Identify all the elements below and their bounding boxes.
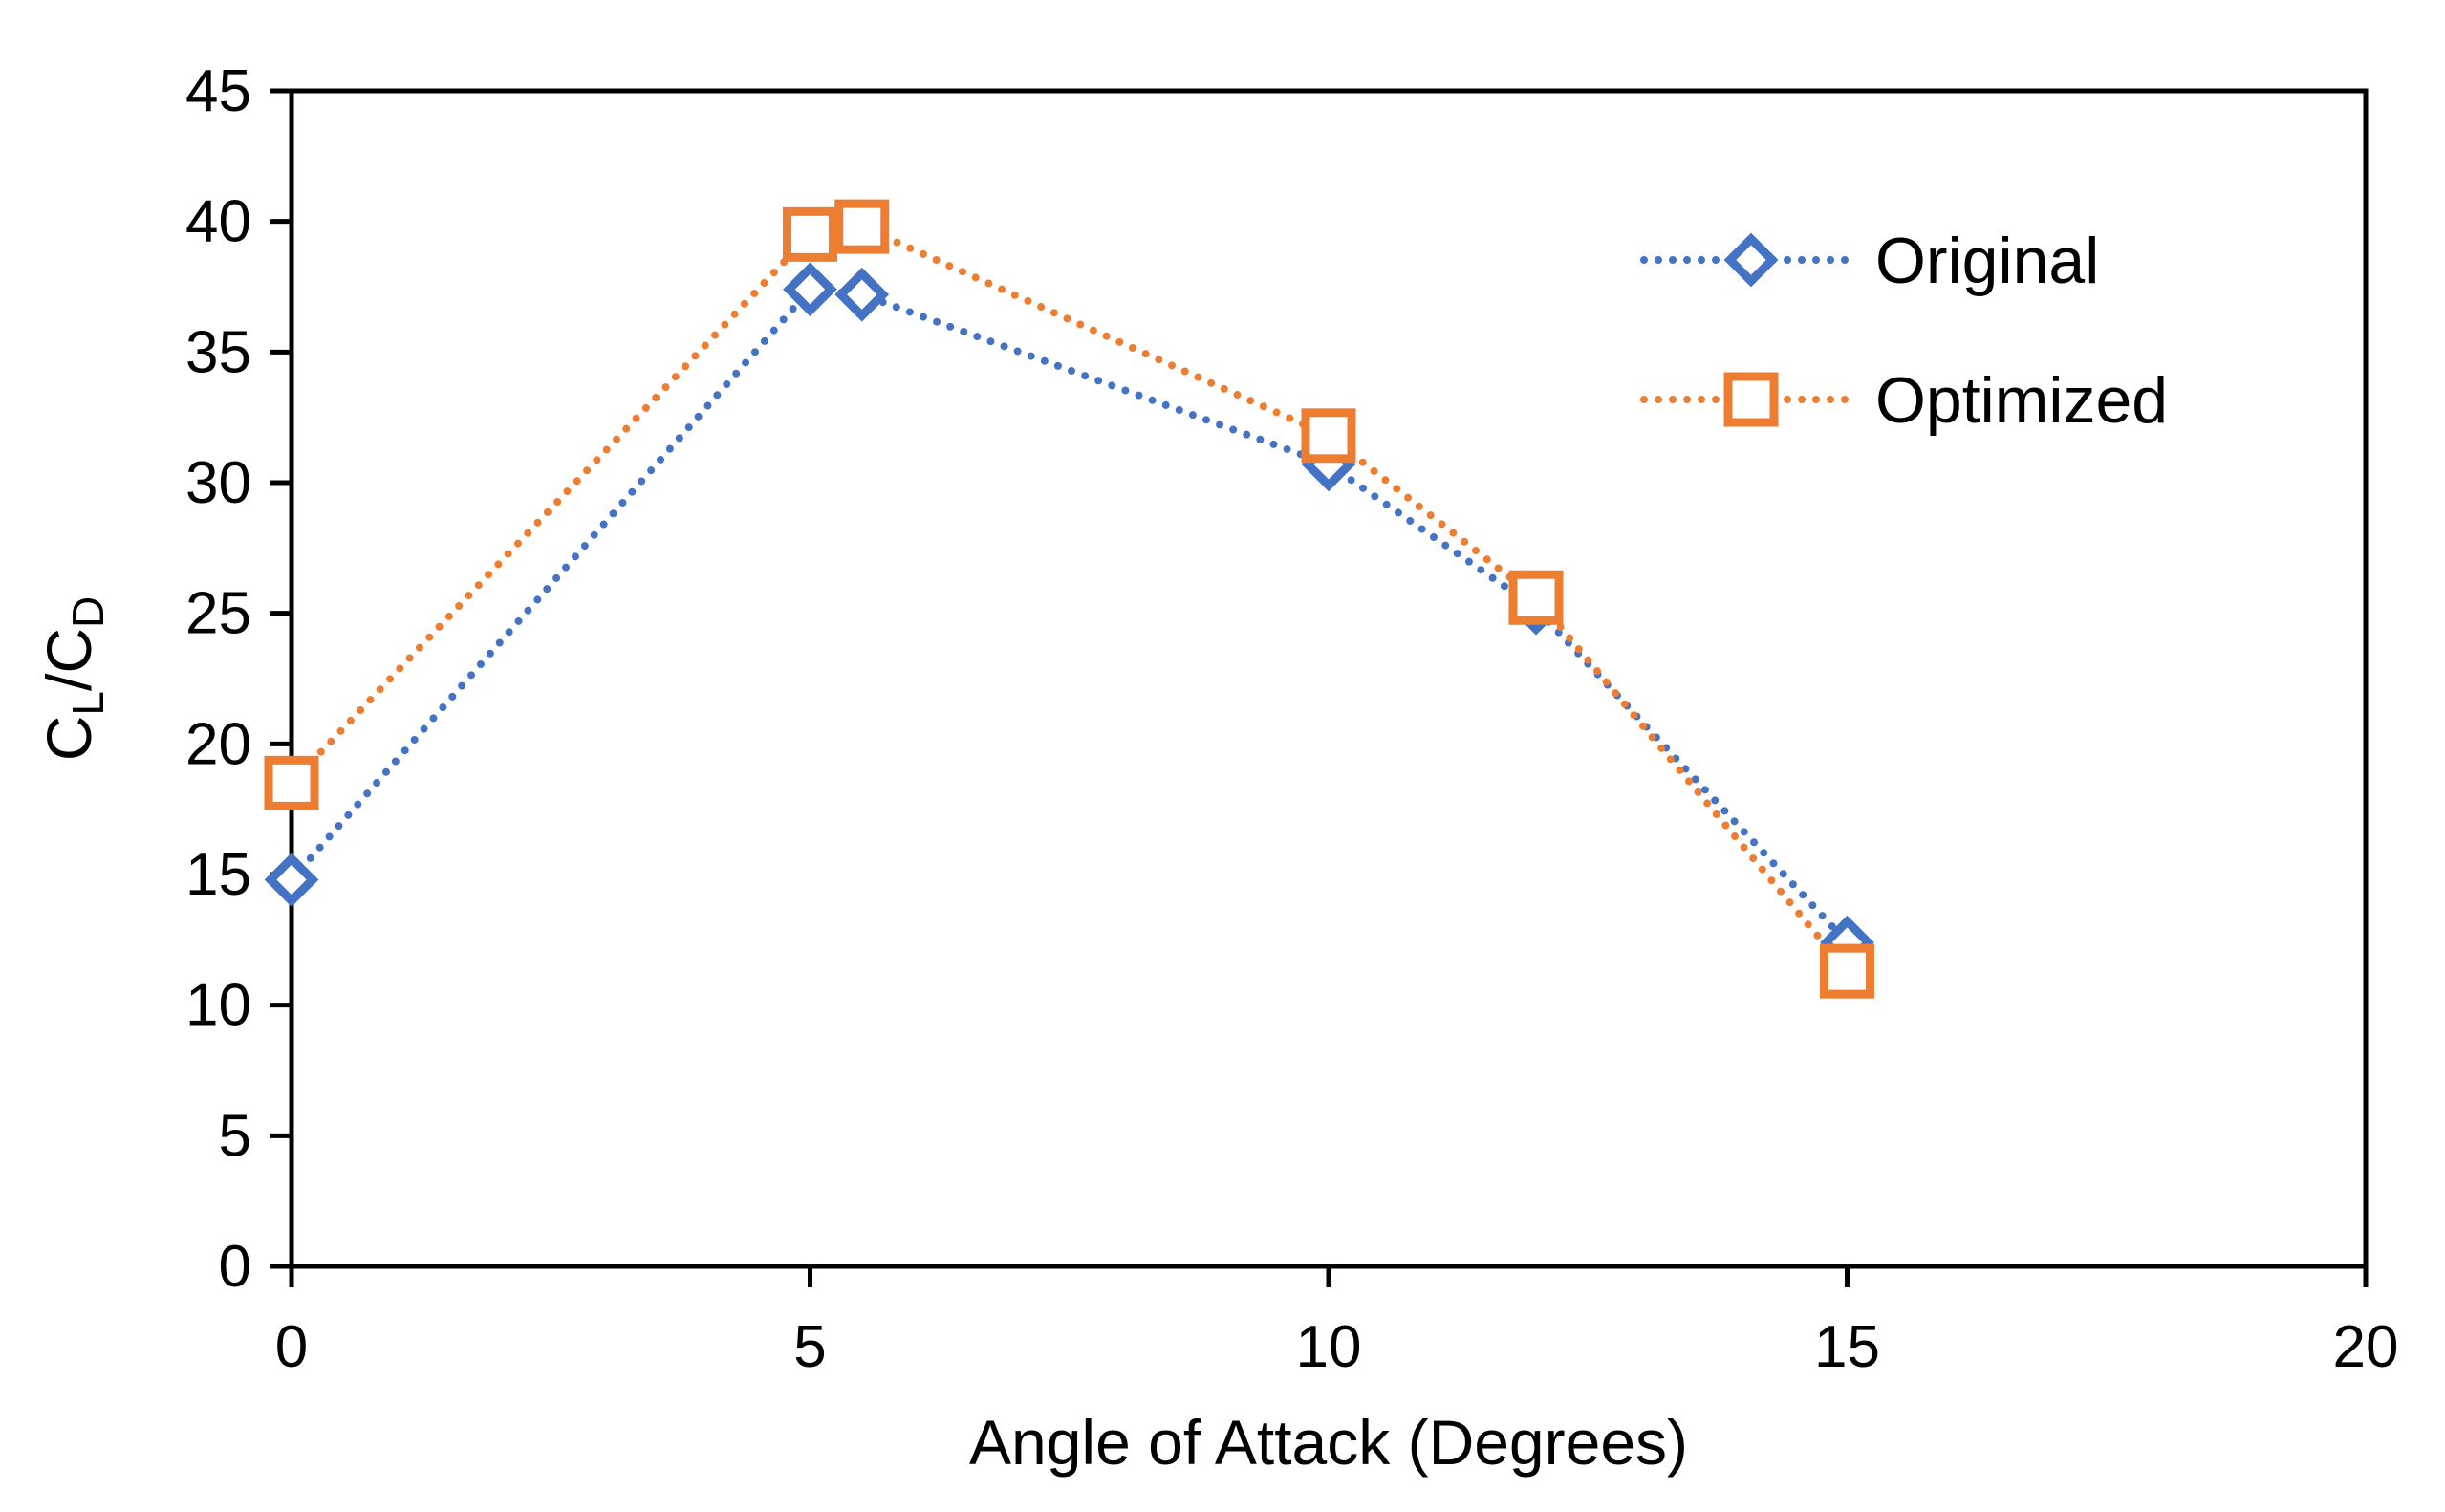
x-axis-ticks: 0 5 10 15 20 bbox=[275, 1266, 2399, 1380]
y-tick-label: 15 bbox=[185, 842, 251, 908]
legend-marker-optimized bbox=[1723, 372, 1779, 427]
data-point-optimized bbox=[264, 755, 319, 810]
legend: Original Optimized bbox=[1640, 225, 2168, 437]
x-tick-label: 0 bbox=[275, 1314, 308, 1380]
data-point-original bbox=[834, 267, 890, 322]
legend-marker-original bbox=[1723, 232, 1779, 288]
y-axis-title-c1: C bbox=[33, 716, 104, 762]
legend-item-optimized: Optimized bbox=[1640, 364, 2168, 437]
legend-label-original: Original bbox=[1875, 225, 2099, 297]
data-point-optimized bbox=[834, 199, 890, 254]
y-axis-title-text: CL/CD bbox=[33, 596, 113, 762]
data-point-optimized bbox=[783, 206, 837, 262]
data-point-optimized bbox=[1820, 943, 1874, 999]
legend-item-original: Original bbox=[1640, 225, 2099, 297]
x-tick-label: 15 bbox=[1814, 1314, 1880, 1380]
y-tick-label: 0 bbox=[219, 1234, 251, 1300]
legend-marker-shape bbox=[1723, 372, 1779, 427]
series-layer bbox=[264, 199, 1874, 999]
y-axis-title-sub-d: D bbox=[63, 596, 113, 628]
series-line-original bbox=[288, 285, 1851, 947]
legend-marker-shape bbox=[1723, 232, 1779, 288]
data-point-optimized bbox=[1508, 570, 1564, 625]
y-axis-title-sub-l: L bbox=[63, 691, 113, 716]
y-tick-label: 25 bbox=[185, 581, 251, 647]
y-axis-ticks: 0 5 10 15 20 25 30 35 40 45 bbox=[185, 58, 292, 1300]
y-tick-label: 35 bbox=[185, 319, 251, 385]
x-tick-label: 10 bbox=[1296, 1314, 1362, 1380]
data-point-original bbox=[783, 262, 837, 317]
y-tick-label: 20 bbox=[185, 711, 251, 777]
series-lines bbox=[288, 223, 1851, 976]
x-tick-label: 20 bbox=[2333, 1314, 2399, 1380]
series-markers bbox=[264, 199, 1874, 999]
x-tick-label: 5 bbox=[793, 1314, 826, 1380]
y-axis-title-c2: /C bbox=[33, 628, 104, 691]
y-axis-title: CL/CD bbox=[33, 596, 113, 762]
y-tick-label: 30 bbox=[185, 450, 251, 516]
legend-label-optimized: Optimized bbox=[1875, 364, 2168, 437]
y-tick-label: 45 bbox=[185, 58, 251, 124]
x-axis-title: Angle of Attack (Degrees) bbox=[969, 1407, 1688, 1478]
y-tick-label: 5 bbox=[219, 1103, 251, 1169]
data-point-original bbox=[264, 853, 319, 907]
series-line-optimized bbox=[288, 223, 1851, 976]
y-tick-label: 10 bbox=[185, 973, 251, 1039]
y-tick-label: 40 bbox=[185, 189, 251, 255]
data-point-optimized bbox=[1301, 408, 1356, 464]
